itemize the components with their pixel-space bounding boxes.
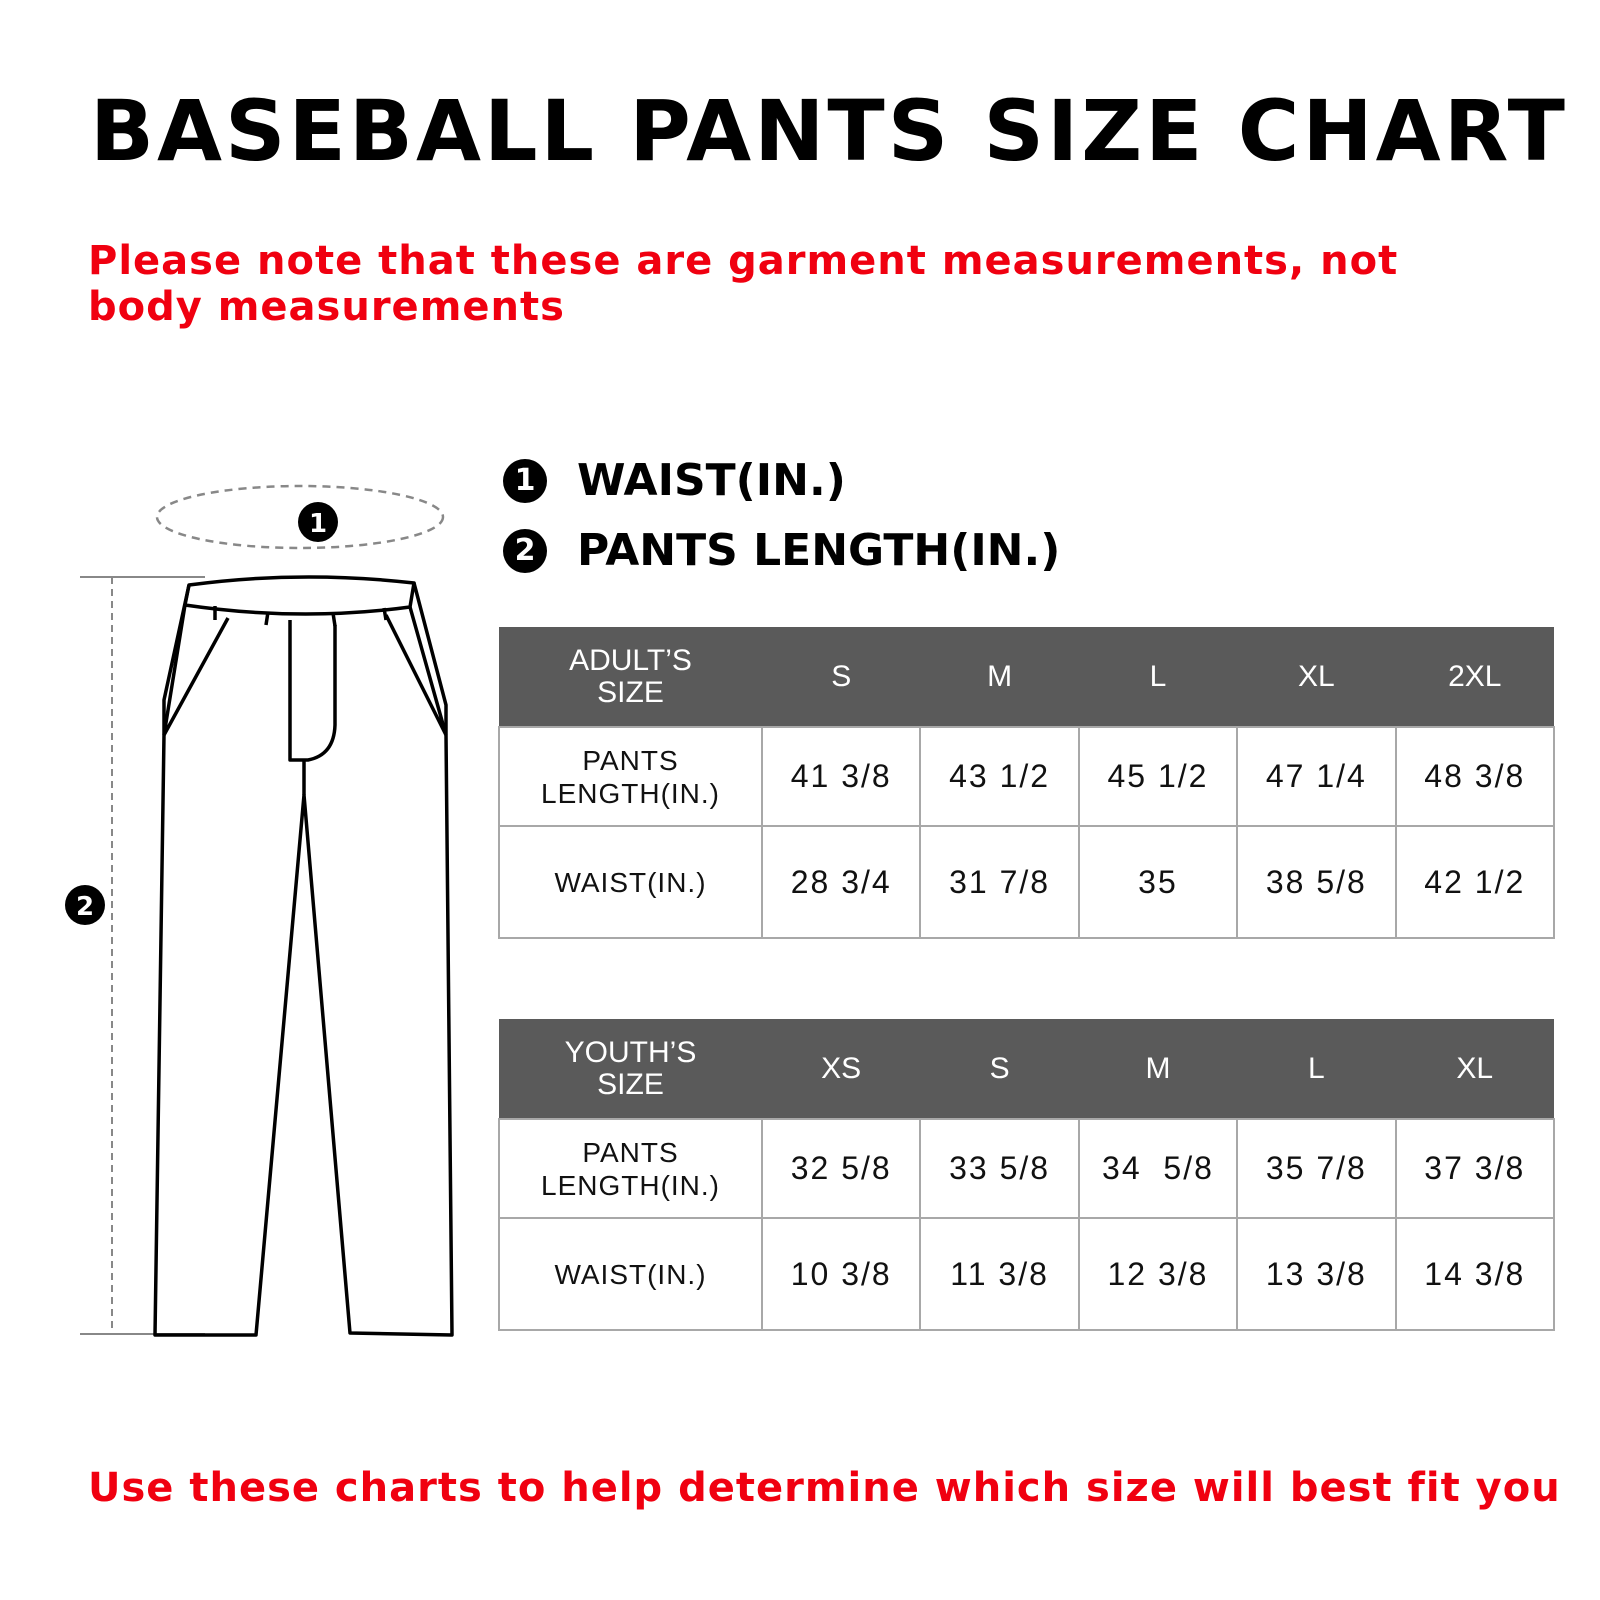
cell: 41 3/8 bbox=[760, 726, 922, 827]
footer-note: Use these charts to help determine which… bbox=[88, 1465, 1561, 1511]
header-cell: L bbox=[1237, 1019, 1396, 1119]
header-cell: XS bbox=[762, 1019, 921, 1119]
row-label: WAIST(IN.) bbox=[498, 1217, 763, 1331]
garment-note: Please note that these are garment measu… bbox=[88, 238, 1399, 330]
header-cell: L bbox=[1078, 627, 1238, 727]
cell: 14 3/8 bbox=[1394, 1217, 1556, 1331]
header-cell: YOUTH’S SIZE bbox=[499, 1019, 762, 1119]
legend-label: PANTS LENGTH(IN.) bbox=[577, 525, 1061, 576]
cell: 13 3/8 bbox=[1236, 1217, 1397, 1331]
header-cell: 2XL bbox=[1395, 627, 1554, 727]
table-header-row: YOUTH’S SIZE XS S M L XL bbox=[499, 1019, 1554, 1119]
cell: 33 5/8 bbox=[919, 1118, 1080, 1219]
cell: 11 3/8 bbox=[919, 1217, 1080, 1331]
table-row: PANTS LENGTH(IN.) 32 5/8 33 5/8 34 5/8 3… bbox=[498, 1118, 1556, 1219]
table-row: PANTS LENGTH(IN.) 41 3/8 43 1/2 45 1/2 4… bbox=[498, 726, 1556, 827]
cell: 10 3/8 bbox=[760, 1217, 922, 1331]
header-cell: M bbox=[920, 627, 1079, 727]
cell: 35 bbox=[1077, 825, 1239, 939]
legend-length: 2 PANTS LENGTH(IN.) bbox=[503, 525, 1060, 576]
cell: 37 3/8 bbox=[1394, 1118, 1556, 1219]
cell: 34 5/8 bbox=[1077, 1118, 1239, 1219]
legend-waist: 1 WAIST(IN.) bbox=[503, 455, 846, 506]
cell: 47 1/4 bbox=[1236, 726, 1397, 827]
page-title: BASEBALL PANTS SIZE CHART bbox=[90, 82, 1568, 180]
pants-diagram-icon: 1 2 bbox=[65, 484, 454, 1337]
cell: 38 5/8 bbox=[1236, 825, 1397, 939]
header-cell: S bbox=[762, 627, 921, 727]
row-label: PANTS LENGTH(IN.) bbox=[498, 1118, 763, 1219]
cell: 42 1/2 bbox=[1394, 825, 1556, 939]
table-row: WAIST(IN.) 10 3/8 11 3/8 12 3/8 13 3/8 1… bbox=[498, 1217, 1556, 1331]
header-cell: M bbox=[1078, 1019, 1238, 1119]
cell: 45 1/2 bbox=[1077, 726, 1239, 827]
cell: 35 7/8 bbox=[1236, 1118, 1397, 1219]
cell: 28 3/4 bbox=[760, 825, 922, 939]
youth-size-table: YOUTH’S SIZE XS S M L XL PANTS LENGTH(IN… bbox=[498, 1019, 1556, 1331]
header-cell: XL bbox=[1237, 627, 1396, 727]
cell: 48 3/8 bbox=[1394, 726, 1556, 827]
header-cell: XL bbox=[1395, 1019, 1554, 1119]
row-label: PANTS LENGTH(IN.) bbox=[498, 726, 763, 827]
adult-size-table: ADULT’S SIZE S M L XL 2XL PANTS LENGTH(I… bbox=[498, 627, 1556, 939]
cell: 43 1/2 bbox=[919, 726, 1080, 827]
cell: 32 5/8 bbox=[760, 1118, 922, 1219]
header-cell: S bbox=[920, 1019, 1079, 1119]
legend-label: WAIST(IN.) bbox=[577, 455, 846, 506]
marker-1-icon: 1 bbox=[503, 458, 547, 503]
diagram-marker-2: 2 bbox=[76, 892, 94, 922]
table-row: WAIST(IN.) 28 3/4 31 7/8 35 38 5/8 42 1/… bbox=[498, 825, 1556, 939]
cell: 12 3/8 bbox=[1077, 1217, 1239, 1331]
row-label: WAIST(IN.) bbox=[498, 825, 763, 939]
table-header-row: ADULT’S SIZE S M L XL 2XL bbox=[499, 627, 1554, 727]
header-cell: ADULT’S SIZE bbox=[499, 627, 762, 727]
marker-2-icon: 2 bbox=[503, 528, 547, 573]
diagram-marker-1: 1 bbox=[309, 509, 327, 539]
cell: 31 7/8 bbox=[919, 825, 1080, 939]
